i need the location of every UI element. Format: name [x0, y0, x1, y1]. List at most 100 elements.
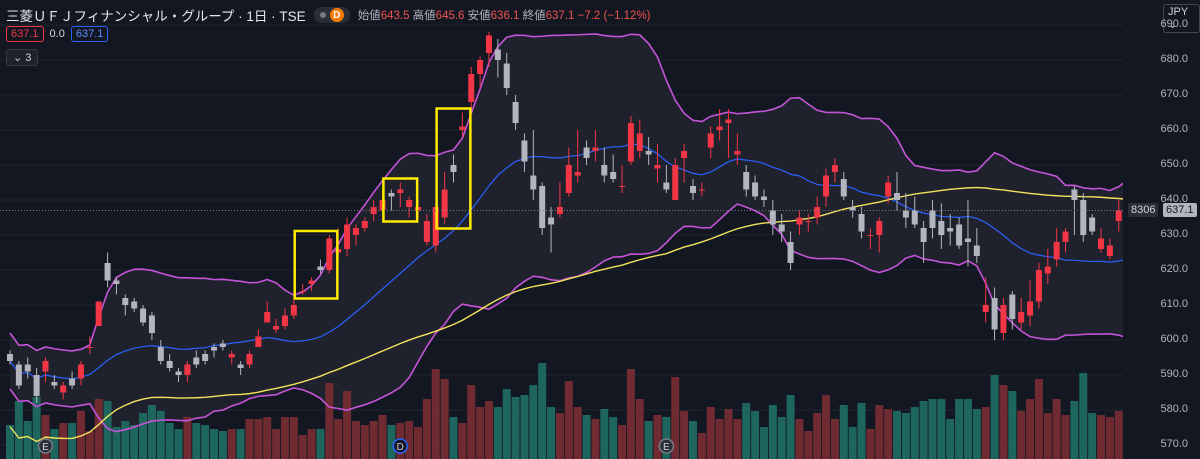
last-price-tag: 637.1: [1163, 202, 1197, 217]
candle-body: [512, 102, 519, 123]
candle-body: [60, 385, 67, 393]
volume-bar: [866, 429, 875, 459]
volume-bar: [369, 421, 378, 459]
volume-bar: [795, 419, 804, 459]
candle-body: [840, 179, 847, 197]
candle-body: [654, 165, 661, 169]
candle-body: [33, 375, 40, 396]
volume-bar: [1034, 379, 1043, 459]
candle-body: [1000, 305, 1007, 333]
candle-body: [698, 189, 705, 191]
volume-bar: [236, 429, 245, 459]
candle-body: [406, 200, 413, 207]
candle-body: [175, 371, 182, 375]
candle-body: [131, 301, 138, 309]
event-marker-label: E: [663, 442, 670, 453]
event-marker: E: [658, 438, 675, 454]
volume-bar: [387, 425, 396, 459]
volume-bar: [848, 427, 857, 459]
volume-bar: [511, 397, 520, 459]
volume-bar: [680, 411, 689, 459]
volume-bar: [325, 383, 334, 459]
candle-body: [69, 378, 76, 386]
volume-bar: [635, 399, 644, 459]
low-value: 636.1: [490, 10, 520, 22]
y-tick-label: 620.0: [1160, 263, 1188, 275]
volume-bar: [653, 415, 662, 459]
volume-bar: [263, 417, 272, 459]
bollinger-upper-line: [9, 33, 1146, 352]
volume-bar: [307, 429, 316, 459]
volume-bar: [1114, 411, 1123, 459]
y-tick-label: 650.0: [1160, 158, 1188, 170]
ticker-tag: 8306: [1128, 202, 1159, 217]
volume-bar: [227, 429, 236, 459]
volume-bar: [529, 385, 538, 459]
volume-bar: [174, 429, 183, 459]
candle-body: [725, 119, 732, 123]
candle-body: [778, 224, 785, 232]
y-tick-label: 670.0: [1160, 88, 1188, 100]
volume-bar: [822, 395, 831, 459]
candle-body: [317, 266, 324, 270]
candle-body: [77, 364, 84, 379]
volume-bar: [759, 427, 768, 459]
volume-bar: [564, 381, 573, 459]
candle-body: [583, 147, 590, 158]
volume-bar: [742, 403, 751, 459]
spread-value: 0.0: [49, 28, 65, 40]
volume-bar: [147, 405, 156, 459]
y-tick-label: 680.0: [1160, 53, 1188, 65]
volume-bar: [875, 405, 884, 459]
candle-body: [246, 354, 253, 365]
candle-body: [627, 123, 634, 162]
volume-bar: [715, 419, 724, 459]
volume-bar: [857, 403, 866, 459]
candle-body: [689, 186, 696, 193]
candle-body: [494, 49, 501, 60]
candle-body: [663, 182, 670, 190]
volume-bar: [272, 429, 281, 459]
volume-bar: [32, 397, 41, 459]
candle-body: [716, 126, 723, 130]
data-delay-icon: D: [329, 8, 344, 22]
bid-button[interactable]: 637.1: [6, 26, 44, 42]
volume-bar: [476, 407, 485, 459]
market-status-badge[interactable]: D: [313, 7, 350, 23]
volume-bar: [928, 399, 937, 459]
candle-body: [95, 301, 102, 326]
volume-bar: [130, 425, 139, 459]
high-value: 645.6: [435, 10, 465, 22]
candle-body: [1080, 200, 1087, 235]
axis-background: [1123, 0, 1200, 459]
candle-body: [548, 217, 555, 225]
volume-bar: [963, 399, 972, 459]
indicators-toggle[interactable]: ⌄ 3: [6, 49, 39, 66]
ask-button[interactable]: 637.1: [70, 26, 109, 42]
legend-header: 三菱ＵＦＪフィナンシャル・グループ · 1日 · TSE D 始値643.5 高…: [6, 5, 651, 25]
highlight-box: [293, 229, 339, 300]
volume-bar: [298, 435, 307, 459]
candle-body: [503, 63, 510, 88]
candle-body: [388, 193, 395, 197]
candle-body: [1089, 217, 1096, 232]
volume-bar: [85, 431, 94, 459]
candle-body: [193, 357, 200, 365]
candle-body: [565, 165, 572, 193]
volume-bar: [440, 379, 449, 459]
candle-body: [51, 382, 58, 386]
volume-bar: [688, 421, 697, 459]
volume-bar: [618, 425, 627, 459]
candle-body: [539, 186, 546, 228]
candle-body: [15, 364, 22, 386]
candle-body: [876, 221, 883, 235]
symbol-title[interactable]: 三菱ＵＦＪフィナンシャル・グループ · 1日 · TSE: [6, 9, 306, 24]
candle-body: [219, 343, 226, 347]
candle-body: [1027, 301, 1034, 316]
candle-body: [344, 224, 351, 249]
candle-body: [1115, 210, 1122, 221]
y-tick-label: 660.0: [1160, 123, 1188, 135]
highlight-box: [382, 177, 419, 223]
volume-bar: [6, 425, 14, 459]
